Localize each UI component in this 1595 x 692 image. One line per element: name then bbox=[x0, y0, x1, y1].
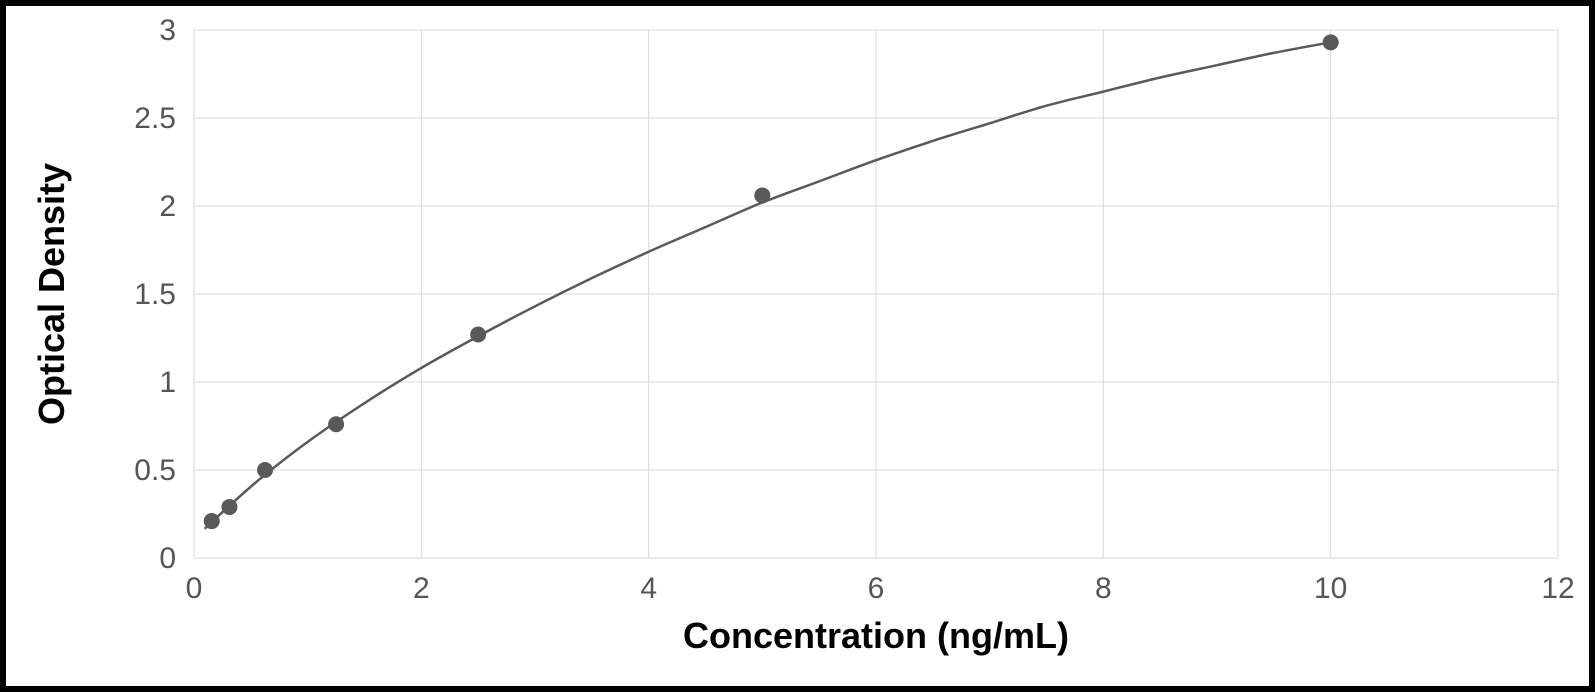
data-point bbox=[257, 462, 273, 478]
y-tick-label: 2 bbox=[159, 190, 176, 223]
x-tick-labels: 0 2 4 6 8 10 12 bbox=[186, 572, 1575, 605]
chart-container: 0 2 4 6 8 10 12 0 0.5 1 1.5 2 2.5 3 Concentration (n… bbox=[0, 0, 1595, 692]
x-tick-label: 2 bbox=[413, 572, 430, 605]
data-markers bbox=[204, 34, 1339, 529]
x-tick-label: 10 bbox=[1314, 572, 1347, 605]
x-tick-label: 12 bbox=[1541, 572, 1574, 605]
x-tick-label: 0 bbox=[186, 572, 203, 605]
data-point bbox=[470, 326, 486, 342]
y-tick-labels: 0 0.5 1 1.5 2 2.5 3 bbox=[134, 14, 176, 575]
x-tick-label: 4 bbox=[640, 572, 657, 605]
data-point bbox=[1323, 34, 1339, 50]
y-tick-label: 3 bbox=[159, 14, 176, 47]
grid bbox=[194, 30, 1558, 558]
y-axis-label: Optical Density bbox=[31, 163, 72, 425]
y-tick-label: 0.5 bbox=[134, 454, 176, 487]
data-point bbox=[221, 499, 237, 515]
y-tick-label: 1.5 bbox=[134, 278, 176, 311]
y-tick-label: 0 bbox=[159, 542, 176, 575]
x-tick-label: 8 bbox=[1095, 572, 1112, 605]
x-axis-label: Concentration (ng/mL) bbox=[683, 615, 1069, 656]
chart-svg: 0 2 4 6 8 10 12 0 0.5 1 1.5 2 2.5 3 Concentration (n… bbox=[6, 6, 1589, 686]
y-tick-label: 2.5 bbox=[134, 102, 176, 135]
data-point bbox=[204, 513, 220, 529]
data-point bbox=[754, 187, 770, 203]
x-tick-label: 6 bbox=[868, 572, 885, 605]
fitted-curve bbox=[205, 42, 1330, 528]
data-point bbox=[328, 416, 344, 432]
y-tick-label: 1 bbox=[159, 366, 176, 399]
